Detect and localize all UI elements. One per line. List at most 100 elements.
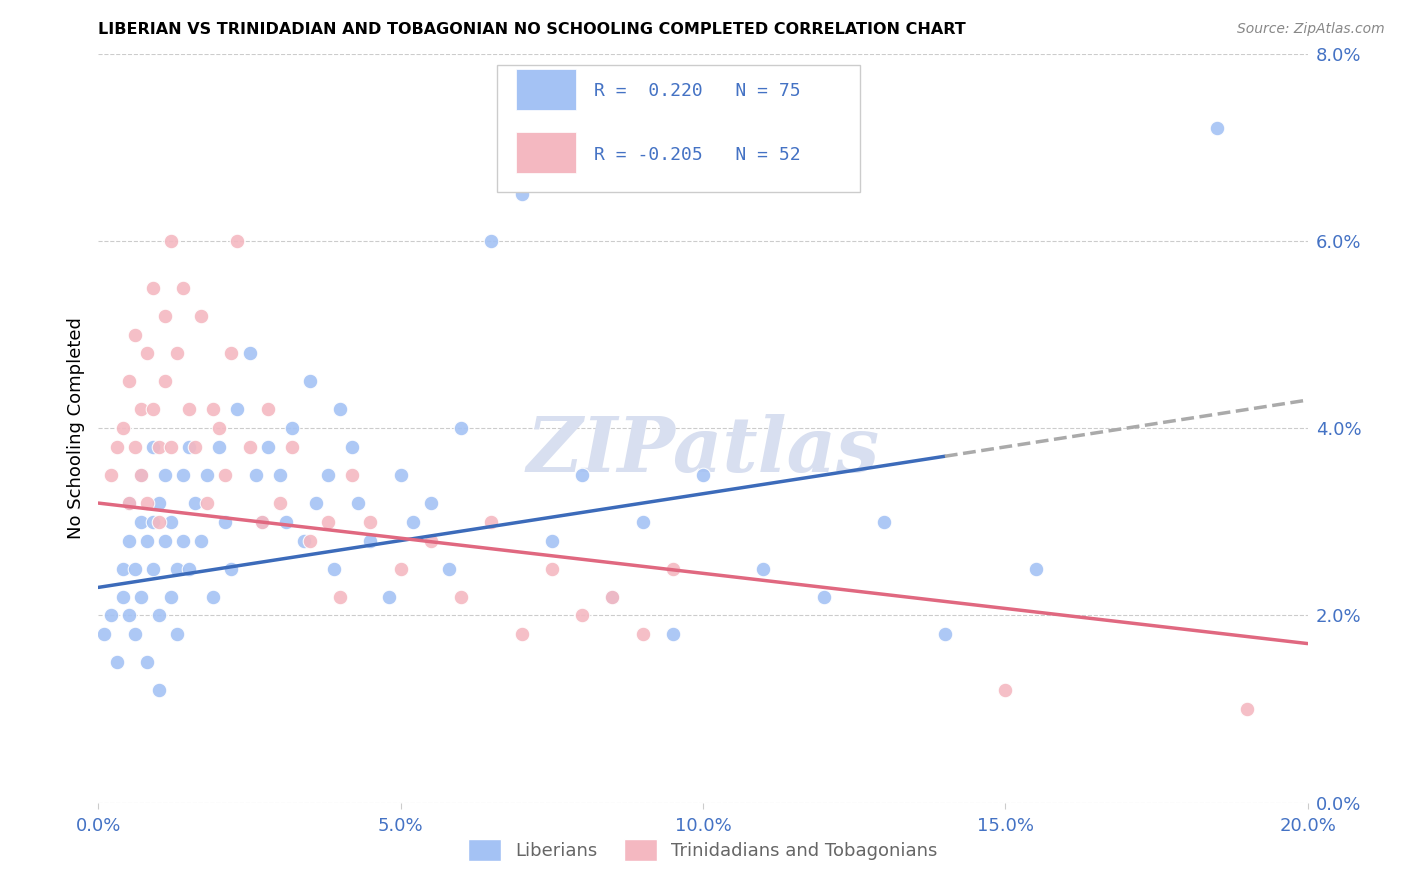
Point (153, 375, 176, 389)
Point (510, 187, 533, 202)
Point (450, 590, 472, 604)
Point (281, 440, 304, 454)
Point (256, 402, 278, 417)
Point (571, 467, 593, 482)
Point (873, 515, 896, 529)
Point (195, 496, 218, 510)
Point (239, 346, 262, 360)
Y-axis label: No Schooling Completed: No Schooling Completed (66, 318, 84, 539)
Point (269, 467, 291, 482)
Text: ZIPatlas: ZIPatlas (526, 414, 880, 488)
Point (221, 346, 243, 360)
Point (934, 627, 956, 641)
Point (135, 533, 157, 548)
Point (214, 515, 236, 529)
Point (540, 533, 562, 548)
Point (160, 440, 183, 454)
Text: LIBERIAN VS TRINIDADIAN AND TOBAGONIAN NO SCHOOLING COMPLETED CORRELATION CHART: LIBERIAN VS TRINIDADIAN AND TOBAGONIAN N… (98, 22, 966, 37)
Point (631, 515, 654, 529)
Point (450, 421, 472, 435)
Point (245, 467, 267, 482)
Point (226, 402, 249, 417)
Point (360, 533, 382, 548)
Point (153, 467, 176, 482)
Point (135, 655, 157, 669)
Point (420, 496, 443, 510)
Point (142, 440, 165, 454)
Point (481, 515, 503, 529)
Point (377, 590, 399, 604)
Point (813, 590, 835, 604)
Point (129, 467, 152, 482)
Point (1024, 562, 1046, 576)
Point (195, 467, 218, 482)
Point (129, 590, 152, 604)
Point (118, 496, 141, 510)
FancyBboxPatch shape (516, 69, 576, 110)
Text: R =  0.220   N = 75: R = 0.220 N = 75 (595, 82, 801, 100)
Point (256, 440, 278, 454)
FancyBboxPatch shape (516, 132, 576, 173)
Point (148, 608, 170, 623)
Point (202, 402, 225, 417)
Point (602, 590, 624, 604)
Point (179, 402, 201, 417)
Point (274, 515, 297, 529)
Point (153, 533, 176, 548)
Point (250, 515, 273, 529)
Text: R = -0.205   N = 52: R = -0.205 N = 52 (595, 145, 801, 163)
Point (129, 402, 152, 417)
Point (420, 533, 443, 548)
Point (292, 533, 315, 548)
Point (135, 346, 157, 360)
Point (360, 515, 382, 529)
Point (93, 627, 115, 641)
Point (160, 590, 183, 604)
Point (329, 402, 352, 417)
Point (100, 467, 122, 482)
Point (172, 467, 194, 482)
Point (129, 515, 152, 529)
Point (148, 440, 170, 454)
Point (105, 655, 128, 669)
Point (692, 467, 714, 482)
Point (214, 467, 236, 482)
Point (481, 234, 503, 248)
Point (571, 608, 593, 623)
Point (142, 515, 165, 529)
Point (329, 590, 352, 604)
Point (661, 627, 683, 641)
Point (316, 467, 339, 482)
Point (148, 496, 170, 510)
Point (510, 627, 533, 641)
Point (100, 608, 122, 623)
Point (389, 562, 412, 576)
Point (752, 562, 775, 576)
Point (124, 440, 146, 454)
Point (250, 515, 273, 529)
Point (135, 496, 157, 510)
Point (118, 375, 141, 389)
Point (166, 562, 188, 576)
Point (342, 440, 364, 454)
Point (540, 562, 562, 576)
Point (172, 281, 194, 295)
Point (190, 533, 212, 548)
Point (148, 683, 170, 698)
Point (208, 440, 231, 454)
Point (111, 562, 134, 576)
Point (184, 496, 207, 510)
Point (118, 496, 141, 510)
Point (179, 440, 201, 454)
Point (208, 421, 231, 435)
Point (305, 496, 328, 510)
Point (172, 533, 194, 548)
Point (153, 309, 176, 323)
Point (323, 562, 346, 576)
Point (347, 496, 370, 510)
Point (179, 562, 201, 576)
Point (994, 683, 1017, 698)
Point (160, 234, 183, 248)
Point (202, 590, 225, 604)
Point (142, 402, 165, 417)
